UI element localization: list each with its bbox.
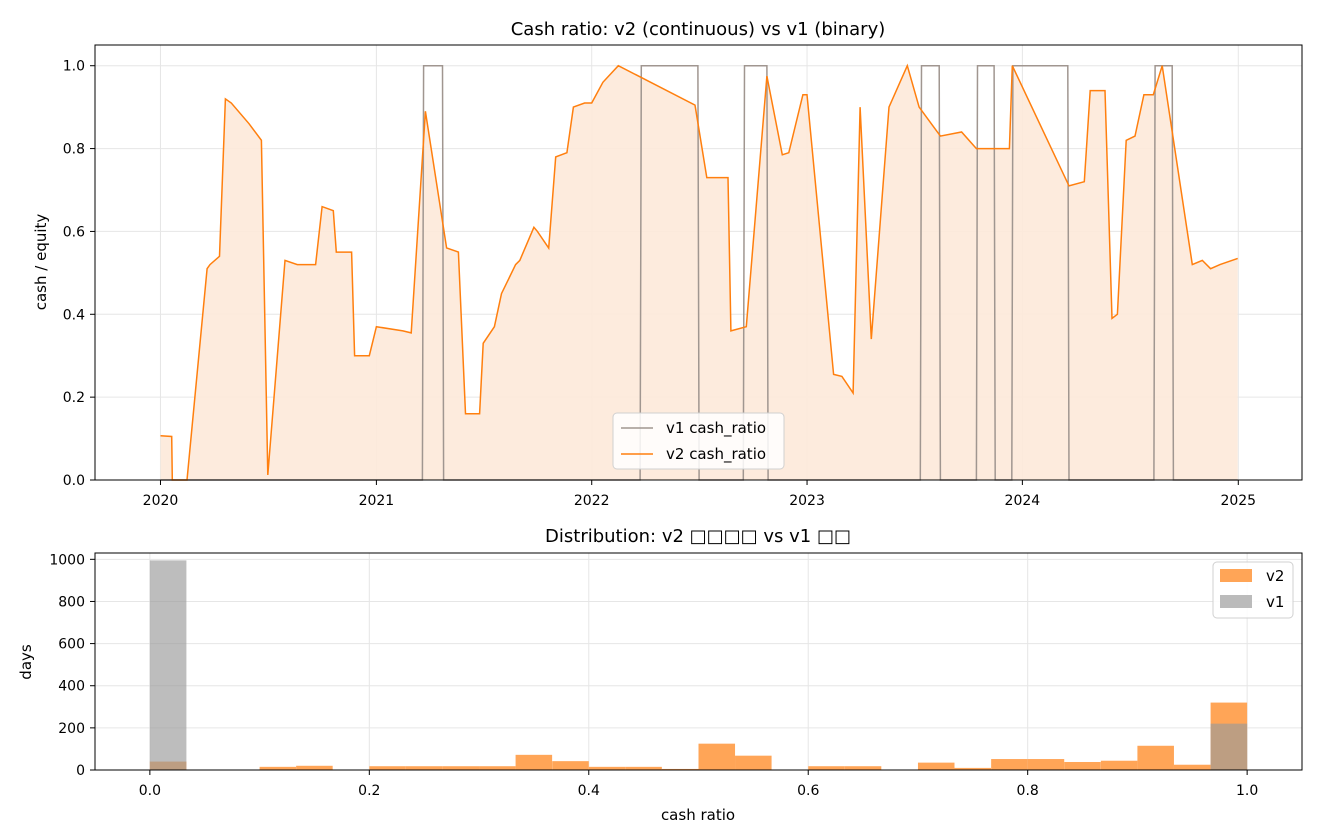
top-y-axis-label: cash / equity	[32, 214, 50, 311]
bottom-y-tick-label: 200	[58, 721, 85, 737]
v2-cash-ratio-line	[160, 63, 1238, 481]
histogram-bar-v2	[369, 766, 406, 770]
bottom-chart-legend: v2 v1	[1212, 561, 1294, 619]
legend-hist-v2-label: v2	[1266, 567, 1284, 585]
histogram-bar-v2	[442, 766, 480, 770]
legend-hist-v2-swatch	[1220, 569, 1252, 582]
bottom-y-axis-label: days	[17, 644, 35, 680]
histogram-bar-v2	[1064, 761, 1101, 770]
top-x-tick-label: 2022	[574, 493, 610, 509]
top-chart-legend: v1 cash_ratio v2 cash_ratio	[612, 412, 785, 470]
bottom-x-tick-label: 0.8	[1017, 783, 1039, 799]
bottom-x-tick-label: 0.2	[358, 783, 380, 799]
histogram-bar-v2	[625, 766, 662, 770]
bottom-chart-grid	[95, 553, 1302, 771]
histogram-bar-v2	[259, 766, 297, 770]
legend-v2-label: v2 cash_ratio	[666, 445, 766, 464]
bottom-x-axis-label: cash ratio	[661, 806, 735, 824]
top-y-tick-label: 0.6	[63, 224, 85, 240]
histogram-bar-v2	[515, 754, 553, 770]
bottom-y-axis: 0 200 400 600 800 1000	[49, 552, 95, 779]
histogram-bar-v2	[1027, 759, 1065, 770]
bottom-x-tick-label: 1.0	[1236, 783, 1258, 799]
histogram-bar-v2	[698, 743, 736, 770]
histogram-bar-v2	[1173, 764, 1211, 770]
histogram-bar-v2	[479, 766, 516, 770]
histogram-bar-v2	[552, 761, 589, 770]
top-chart-title: Cash ratio: v2 (continuous) vs v1 (binar…	[511, 19, 886, 40]
histogram-bar-v1	[1210, 723, 1248, 770]
bottom-x-axis: 0.0 0.2 0.4 0.6 0.8 1.0	[139, 770, 1258, 799]
bottom-x-tick-label: 0.4	[578, 783, 600, 799]
top-y-tick-label: 0.8	[63, 142, 85, 158]
histogram-bar-v2	[296, 765, 333, 770]
top-x-tick-label: 2021	[359, 493, 395, 509]
histogram-bar-v2	[917, 762, 955, 770]
histogram-bar-v2	[588, 766, 626, 770]
bottom-y-tick-label: 600	[58, 637, 85, 653]
bottom-y-tick-label: 400	[58, 679, 85, 695]
histogram-bar-v2	[954, 767, 992, 770]
bottom-x-tick-label: 0.0	[139, 783, 161, 799]
top-x-tick-label: 2025	[1220, 493, 1256, 509]
bottom-y-tick-label: 0	[76, 763, 85, 779]
top-legend-box	[612, 412, 785, 470]
histogram-bar-v2	[844, 766, 882, 770]
top-x-tick-label: 2023	[789, 493, 825, 509]
bottom-x-tick-label: 0.6	[797, 783, 819, 799]
cash-ratio-timeseries-chart: Cash ratio: v2 (continuous) vs v1 (binar…	[32, 19, 1303, 509]
histogram-bar-v2	[808, 766, 845, 770]
top-x-axis: 2020 2021 2022 2023 2024 2025	[143, 480, 1256, 509]
top-x-tick-label: 2024	[1005, 493, 1041, 509]
histogram-bar-v2	[1137, 745, 1174, 770]
histogram-bar-v2	[405, 766, 443, 770]
histogram-bar-v1	[149, 560, 187, 770]
histogram-bars	[149, 560, 1248, 770]
bottom-y-tick-label: 800	[58, 594, 85, 610]
top-x-tick-label: 2020	[143, 493, 179, 509]
bottom-plot-frame	[94, 552, 1303, 771]
top-y-axis: 0.0 0.2 0.4 0.6 0.8 1.0	[63, 59, 95, 489]
histogram-bar-v2	[1100, 760, 1138, 770]
legend-hist-v1-label: v1	[1266, 593, 1284, 611]
top-plot-frame	[94, 44, 1303, 481]
histogram-bar-v2	[991, 759, 1028, 770]
histogram-bar-v2	[661, 768, 699, 770]
top-y-tick-label: 1.0	[63, 59, 85, 75]
top-y-tick-label: 0.2	[63, 390, 85, 406]
cash-ratio-histogram: Distribution: v2 □□□□ vs v1 □□ 0.0 0.2 0.4…	[17, 526, 1303, 824]
top-y-tick-label: 0.0	[63, 473, 85, 489]
legend-hist-v1-swatch	[1220, 595, 1252, 608]
top-y-tick-label: 0.4	[63, 307, 85, 323]
bottom-y-tick-label: 1000	[49, 552, 85, 568]
bottom-chart-title: Distribution: v2 □□□□ vs v1 □□	[545, 526, 851, 547]
histogram-bar-v2	[735, 755, 772, 770]
legend-v1-label: v1 cash_ratio	[666, 419, 766, 438]
